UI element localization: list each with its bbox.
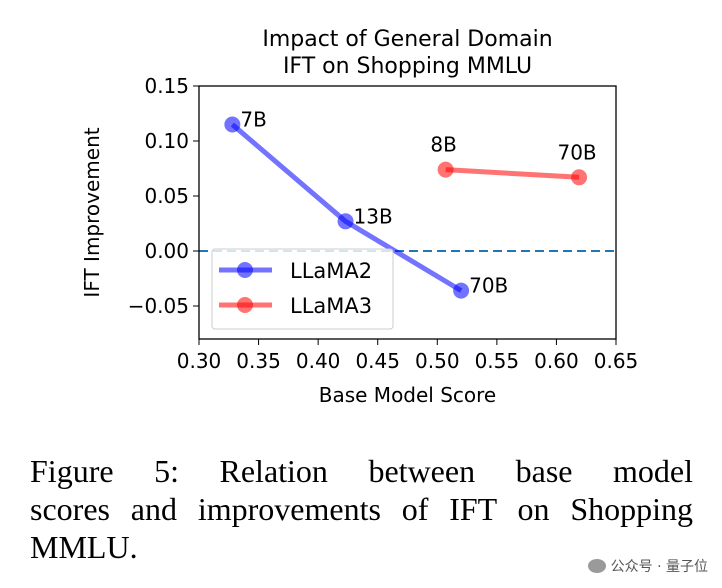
x-tick-label: 0.35: [236, 349, 281, 373]
caption-line-1: Figure 5: Relation between base model: [30, 453, 693, 489]
data-label: 70B: [557, 140, 596, 164]
legend-label: LLaMA2: [290, 259, 372, 283]
data-point-LLaMA2: [453, 282, 470, 299]
data-point-LLaMA3: [571, 169, 588, 186]
x-axis-label: Base Model Score: [319, 383, 496, 407]
x-tick-label: 0.50: [415, 349, 460, 373]
data-point-LLaMA3: [437, 161, 454, 178]
y-tick-label: 0.15: [144, 74, 189, 98]
data-label: 13B: [354, 204, 393, 228]
plot-frame: [198, 85, 617, 340]
x-tick-label: 0.40: [296, 349, 341, 373]
data-label: 8B: [430, 133, 456, 157]
data-point-LLaMA2: [224, 116, 241, 133]
x-tick-label: 0.30: [177, 349, 222, 373]
y-tick-label: 0.10: [144, 129, 189, 153]
chart-title-line: IFT on Shopping MMLU: [283, 54, 532, 79]
figure-caption: Figure 5: Relation between base model sc…: [30, 452, 693, 566]
legend-label: LLaMA3: [290, 294, 372, 318]
series-line-LLaMA3: [445, 167, 580, 180]
data-label: 7B: [240, 108, 266, 132]
data-point-LLaMA2: [337, 213, 354, 230]
caption-rest: scores and improvements of IFT on Shoppi…: [30, 491, 693, 565]
wechat-icon: [587, 559, 606, 573]
chart-title-line: Impact of General Domain: [262, 27, 552, 52]
data-label: 70B: [469, 274, 508, 298]
x-tick-label: 0.45: [355, 349, 400, 373]
watermark-text: 公众号 · 量子位: [610, 559, 708, 575]
watermark: 公众号 · 量子位: [587, 556, 708, 576]
x-tick-label: 0.60: [534, 349, 579, 373]
legend-marker-LLaMA3: [237, 297, 253, 313]
y-tick-label: −0.05: [128, 294, 189, 318]
y-axis-label: IFT Improvement: [80, 127, 104, 297]
y-tick-label: 0.05: [144, 184, 189, 208]
x-tick-label: 0.55: [475, 349, 520, 373]
legend-marker-LLaMA2: [237, 262, 253, 278]
y-tick-label: 0.00: [144, 239, 189, 263]
x-tick-label: 0.65: [594, 349, 639, 373]
